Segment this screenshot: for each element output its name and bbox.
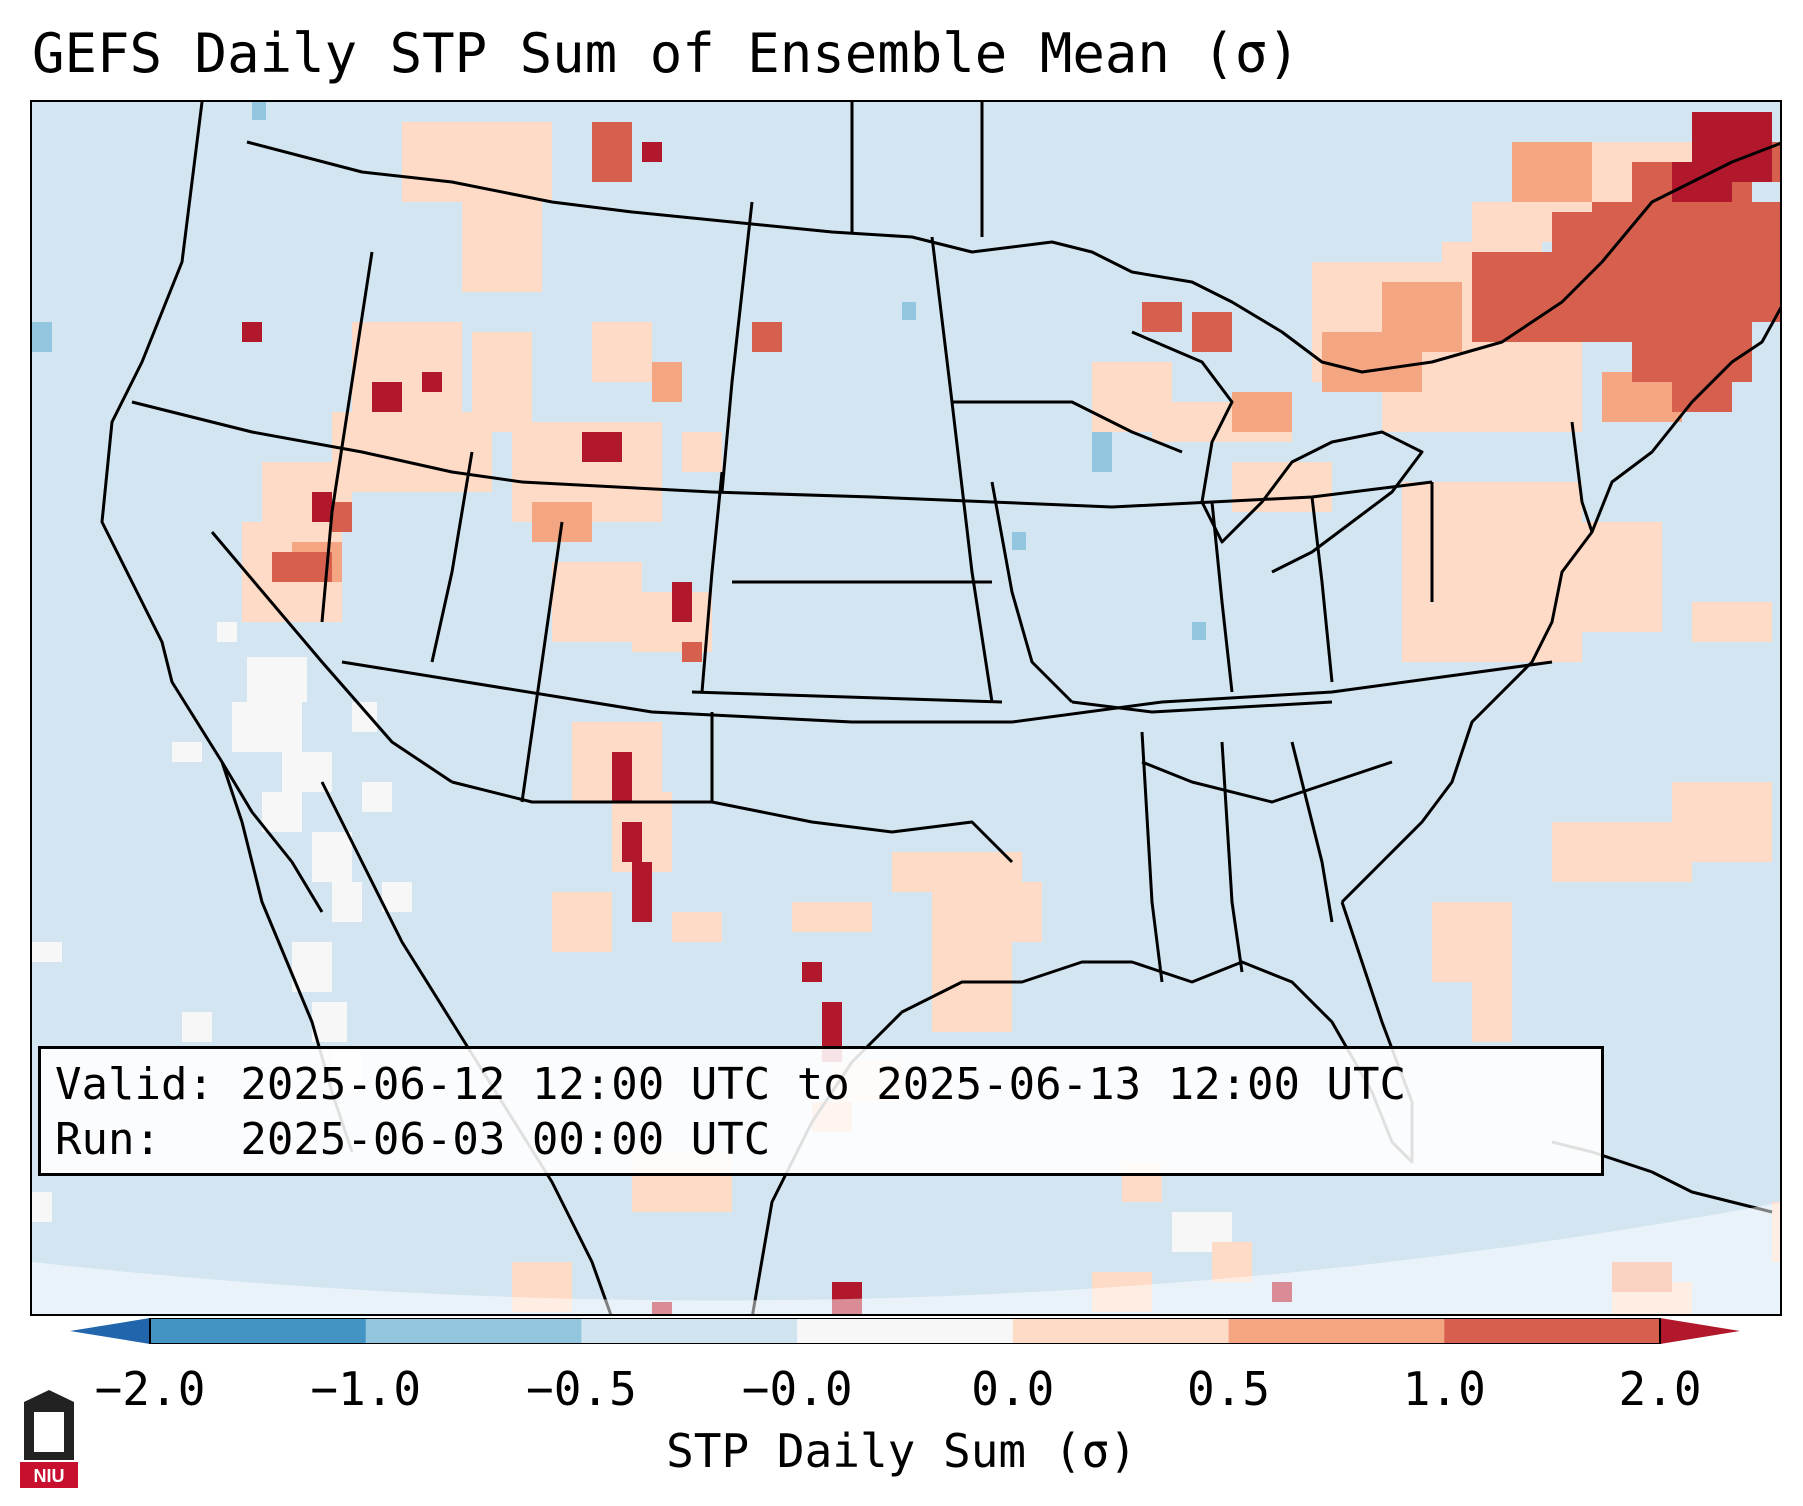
colorbar-tick-label: 0.0 [971,1362,1055,1416]
field-near-zero [32,622,1232,1252]
colorbar-bin-2 [581,1318,798,1344]
great-lakes [1131,330,1424,574]
state-line-t [1141,760,1393,804]
state-line-f [341,660,1553,724]
state-line-i [720,201,754,493]
valid-run-info-box: Valid: 2025-06-12 12:00 UTC to 2025-06-1… [38,1046,1604,1176]
state-line-u [1140,731,1164,983]
atlantic-coast [1340,306,1780,904]
colorbar [70,1318,1740,1344]
colorbar-outline [149,1318,1661,1344]
state-line-b [521,480,1433,509]
niu-logo: NIU [20,1390,78,1488]
state-line-y [1310,496,1334,683]
colorbar-label: STP Daily Sum (σ) [666,1424,1137,1478]
map-title: GEFS Daily STP Sum of Ensemble Mean (σ) [32,22,1300,85]
pacific-coast [100,102,324,913]
colorbar-tick-label: 2.0 [1618,1362,1702,1416]
geography-outlines [100,102,1780,1314]
colorbar-under-triangle [70,1318,150,1344]
state-line-w [1290,741,1334,923]
state-line-g [520,521,564,803]
colorbar-over-triangle [1660,1318,1740,1344]
state-line-q [952,400,1183,454]
state-line-r [990,481,1074,704]
state-line-h [700,471,724,693]
state-line-p [451,780,712,804]
colorbar-tick-label: −2.0 [94,1362,206,1416]
state-line-e [430,451,474,663]
state-line-a [131,400,523,484]
colorbar-bin-0 [150,1318,367,1344]
state-line-d [320,251,374,623]
colorbar-tick-label: −0.0 [741,1362,853,1416]
state-line-n [691,690,1003,704]
state-line-l [930,236,994,703]
colorbar-tick-label: 1.0 [1402,1362,1486,1416]
colorbar-tick-label: −1.0 [310,1362,422,1416]
state-line-v [1220,741,1244,973]
colorbar-bin-5 [1228,1318,1445,1344]
state-line-aa [1570,421,1594,533]
colorbar-bin-6 [1444,1318,1661,1344]
field-light-negative [32,102,1206,640]
valid-time-line: Valid: 2025-06-12 12:00 UTC to 2025-06-1… [55,1059,1407,1110]
colorbar-bin-4 [1012,1318,1230,1344]
colorbar-bin-3 [797,1318,1014,1344]
svg-text:NIU: NIU [34,1466,65,1486]
map-edge-arc [32,1202,1780,1314]
colorbar-tick-label: −0.5 [526,1362,637,1416]
state-line-c [210,531,453,784]
run-time-line: Run: 2025-06-03 00:00 UTC [55,1114,771,1165]
state-line-x [1210,501,1234,693]
state-line-o [710,712,1014,864]
canada-border [246,140,1780,374]
map-graphic [32,102,1780,1314]
colorbar-bin-1 [365,1318,582,1344]
state-line-s [1071,700,1333,714]
colorbar-tick-label: 0.5 [1187,1362,1271,1416]
field-extreme-positive [242,112,1772,1314]
